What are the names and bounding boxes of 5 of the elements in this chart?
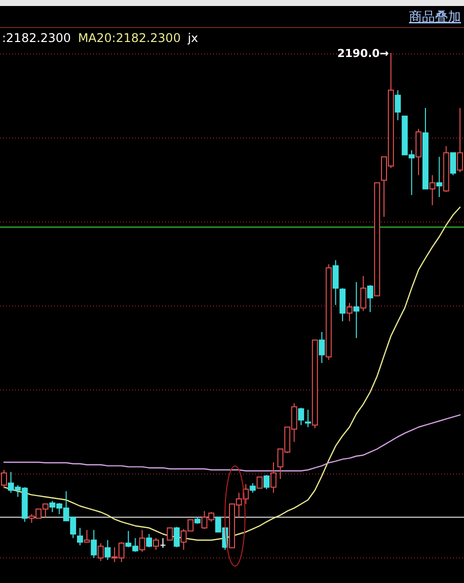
annotation: 2190.0→ — [337, 47, 389, 60]
text: MA20:2182.2300 — [78, 31, 181, 45]
text: 商品叠加 — [409, 10, 461, 25]
text: :2182.2300 — [2, 31, 71, 45]
text: jx — [186, 31, 198, 45]
